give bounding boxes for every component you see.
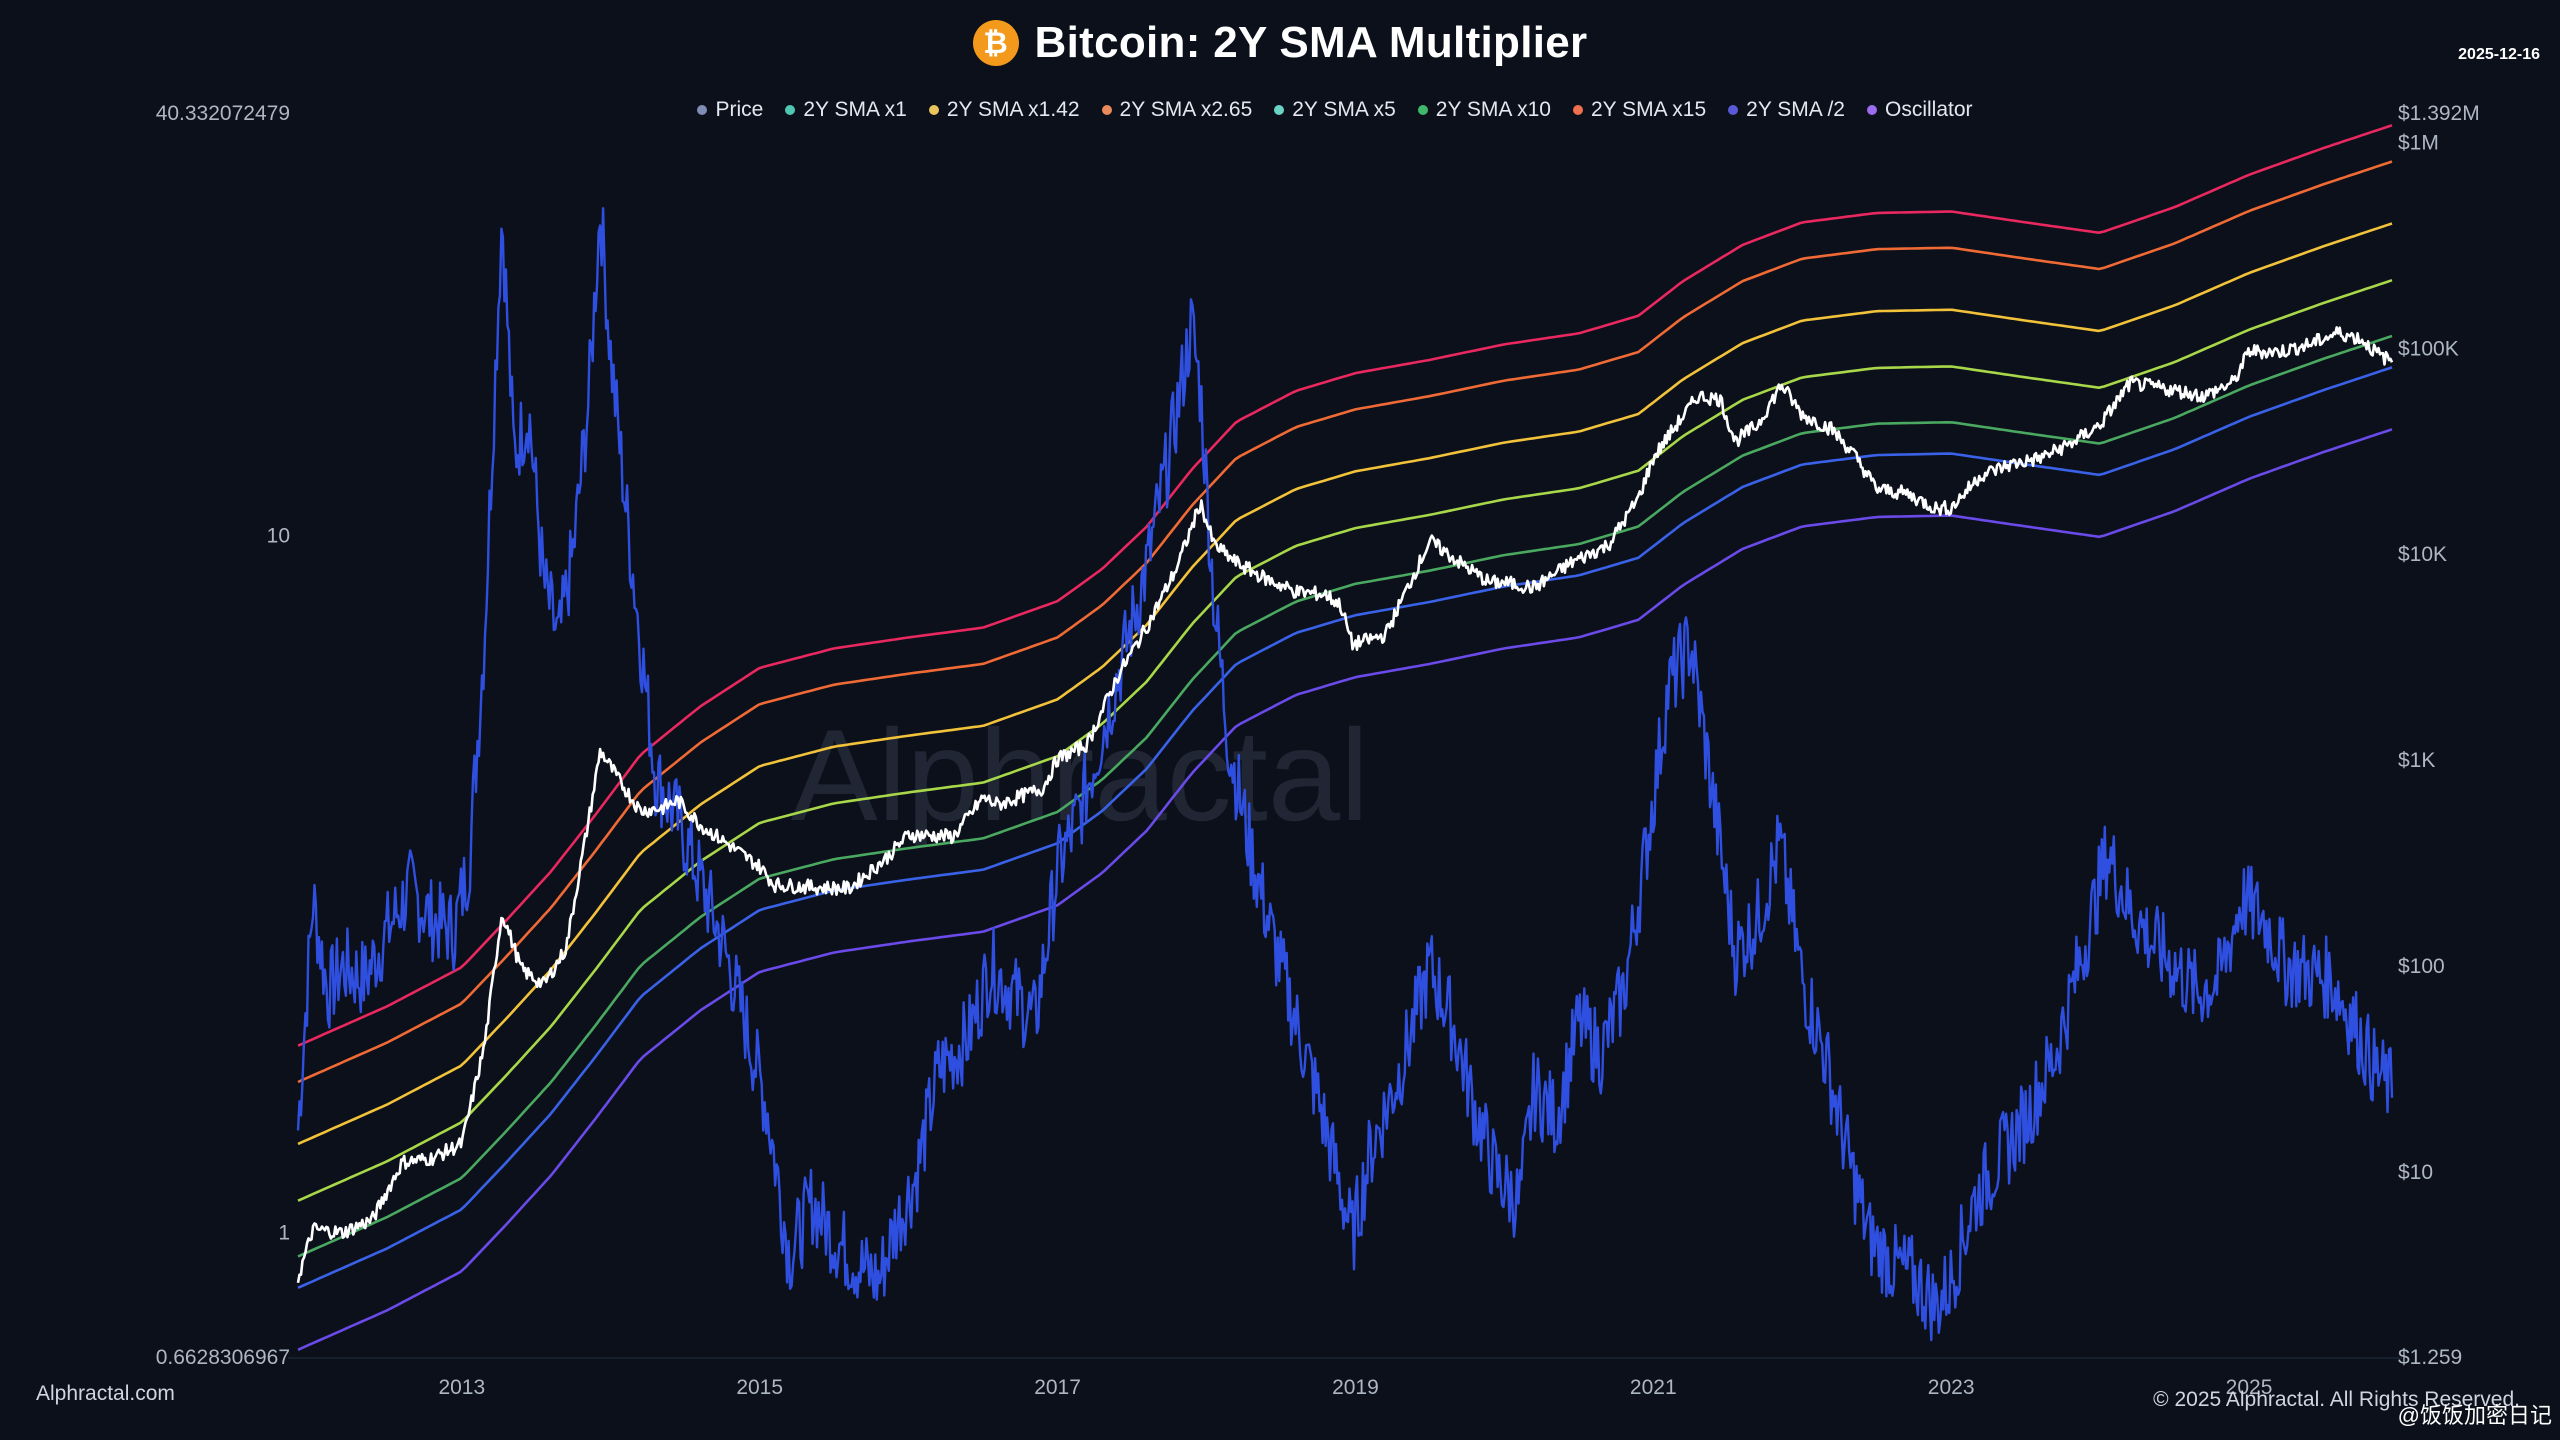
legend-item[interactable]: Oscillator [1866,98,1973,122]
chart-title: Bitcoin: 2Y SMA Multiplier [1034,18,1588,67]
legend-dot-icon [1728,105,1739,115]
legend-dot-icon [1572,105,1583,115]
x-tick-label: 2025 [2226,1376,2273,1399]
legend-item[interactable]: 2Y SMA x1 [785,98,907,122]
x-tick-label: 2023 [1928,1376,1975,1399]
legend-dot-icon [1417,105,1428,115]
legend-label: 2Y SMA x5 [1292,98,1396,121]
footer-user: @饭饭加密日记 [2397,1403,2552,1428]
right-axis-tick-label: $10 [2398,1161,2433,1184]
oscillator-series [296,207,2394,1342]
legend-dot-icon [1101,105,1112,115]
legend: Price 2Y SMA x1 2Y SMA x1.42 2Y SMA x2.65 2Y… [110,98,2560,122]
right-axis-tick-label: $1M [2398,132,2439,155]
legend-label: 2Y SMA x15 [1590,98,1707,121]
chart-header: ₿ Bitcoin: 2Y SMA Multiplier [0,18,2560,68]
bitcoin-icon: ₿ [972,20,1019,66]
legend-dot-icon [697,105,708,115]
legend-label: 2Y SMA x10 [1435,98,1551,121]
chart-date: 2025-12-16 [2458,46,2540,63]
legend-dot-icon [1274,105,1285,115]
footer-site: Alphractal.com [36,1382,175,1405]
band-sma-x15 [297,124,2393,1047]
left-axis-min-label: 0.6628306967 [156,1346,290,1369]
legend-item[interactable]: 2Y SMA x2.65 [1101,98,1253,122]
band-sma-x2-65 [297,278,2393,1202]
legend-label: 2Y SMA /2 [1746,98,1845,121]
legend-dot-icon [785,105,796,115]
legend-dot-icon [1866,105,1877,115]
left-axis-tick-label: 1 [278,1221,290,1244]
legend-item[interactable]: Price [697,98,763,122]
legend-item[interactable]: 2Y SMA x5 [1274,98,1396,122]
legend-label: 2Y SMA x2.65 [1119,98,1253,121]
legend-label: Price [715,98,764,121]
footer-copyright: © 2025 Alphractal. All Rights Reserved. [2153,1388,2520,1411]
right-axis-tick-label: $100 [2398,955,2445,978]
band-sma-x10 [297,160,2393,1084]
band-sma-x5 [297,222,2393,1146]
x-tick-label: 2017 [1034,1376,1081,1399]
price-series [296,326,2394,1284]
left-axis-max-label: 40.332072479 [156,102,290,125]
price-line [296,326,2394,1284]
legend-item[interactable]: 2Y SMA x15 [1572,98,1707,122]
oscillator-line [296,207,2394,1342]
right-axis-tick-label: $1.259 [2398,1346,2462,1369]
x-tick-label: 2021 [1630,1376,1677,1399]
right-axis-tick-label: $10K [2398,543,2447,566]
left-axis-tick-label: 10 [267,524,290,547]
legend-dot-icon [928,105,939,115]
x-tick-label: 2013 [438,1376,485,1399]
right-axis-tick-label: $100K [2398,337,2459,360]
legend-label: Oscillator [1884,98,1973,121]
x-tick-label: 2019 [1332,1376,1379,1399]
band-sma-x1-42 [297,334,2393,1258]
x-tick-label: 2015 [736,1376,783,1399]
legend-label: 2Y SMA x1 [803,98,907,121]
band-sma-half [297,428,2393,1351]
right-axis-tick-label: $1K [2398,749,2435,772]
legend-label: 2Y SMA x1.42 [946,98,1080,121]
axes: 2013 2015 2017 2019 2021 2023 2025 $1.392M $1M $1… [156,102,2480,1399]
legend-item[interactable]: 2Y SMA x10 [1417,98,1551,122]
right-axis-tick-label: $1.392M [2398,102,2480,125]
legend-item[interactable]: 2Y SMA x1.42 [928,98,1080,122]
legend-item[interactable]: 2Y SMA /2 [1728,98,1845,122]
